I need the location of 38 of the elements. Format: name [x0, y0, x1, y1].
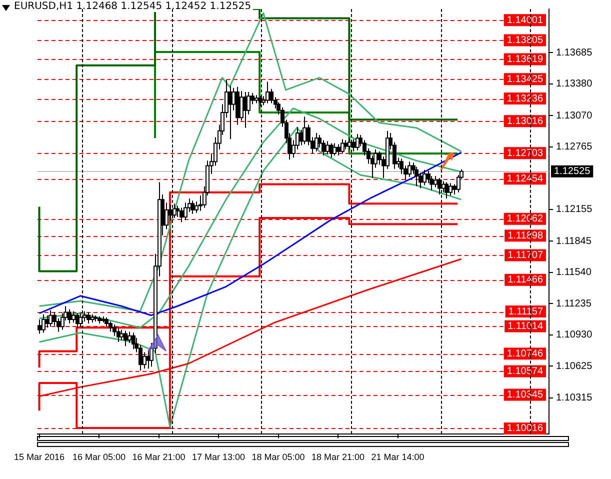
ref-line-label: 1.13619: [506, 54, 544, 66]
ref-line-label: 1.10574: [506, 366, 544, 378]
ref-line-label: 1.13016: [506, 116, 544, 127]
ref-line-label: 1.14001: [506, 14, 544, 26]
y-tick-label: 1.12765: [556, 142, 593, 153]
ref-line-label: 1.11466: [508, 274, 544, 286]
y-tick-label: 1.13070: [556, 110, 593, 122]
x-tick-label: 21 Mar 14:00: [371, 452, 424, 462]
ref-line-label: 1.11707: [508, 250, 544, 261]
x-tick-label: 18 Mar 21:00: [311, 452, 365, 462]
ref-line-label: 1.10345: [506, 390, 544, 401]
y-tick-label: 1.10930: [556, 330, 593, 341]
y-tick-label: 1.11845: [556, 236, 592, 247]
x-tick-label: 15 Mar 2016: [14, 452, 65, 462]
y-tick-label: 1.12155: [556, 204, 593, 216]
x-tick-label: 16 Mar 05:00: [72, 452, 126, 462]
ref-line-label: 1.12525: [554, 166, 591, 178]
x-tick-label: 16 Mar 21:00: [132, 452, 186, 462]
y-tick-label: 1.13380: [556, 78, 593, 90]
y-tick-label: 1.13685: [556, 47, 593, 58]
chart-title: EURUSD,H1 1.12468 1.12545 1.12452 1.12525: [12, 1, 254, 12]
ref-line-label: 1.13236: [506, 93, 544, 104]
ref-line-label: 1.10016: [506, 423, 544, 434]
ref-line-label: 1.12062: [506, 214, 544, 225]
ref-line-label: 1.11157: [508, 306, 544, 318]
ref-line-label: 1.12703: [506, 148, 544, 159]
ref-line-label: 1.13425: [506, 74, 544, 85]
x-tick-label: 17 Mar 13:00: [192, 452, 246, 462]
y-tick-label: 1.11540: [556, 267, 592, 278]
y-tick-label: 1.10625: [556, 360, 593, 372]
y-tick-label: 1.10315: [556, 392, 593, 404]
x-tick-label: 18 Mar 05:00: [252, 452, 305, 462]
ref-line-label: 1.10746: [506, 348, 544, 360]
y-tick-label: 1.11235: [556, 298, 592, 310]
ref-line-label: 1.13805: [506, 35, 544, 46]
ref-line-label: 1.11014: [508, 320, 544, 332]
ref-line-label: 1.12454: [506, 173, 544, 184]
ref-line-label: 1.11898: [508, 230, 544, 242]
